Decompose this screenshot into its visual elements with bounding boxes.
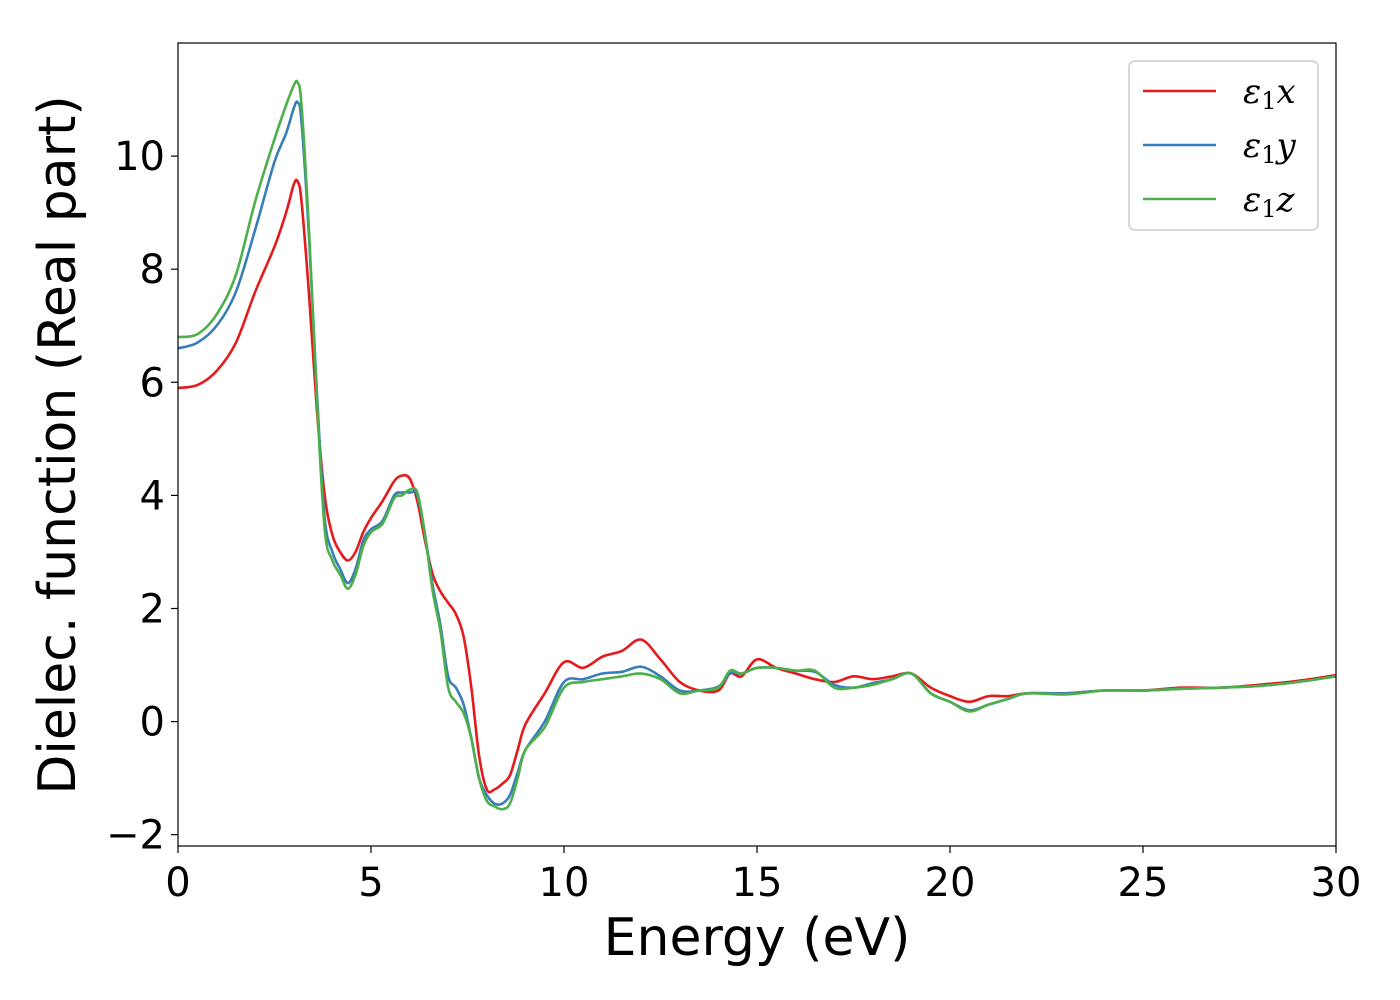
series-layer (177, 79, 1337, 811)
y-tick-label: 2 (140, 586, 165, 632)
y-tick-label: 4 (140, 473, 165, 519)
x-axis-title: Energy (eV) (604, 908, 911, 968)
y-tick-label: 6 (140, 360, 165, 406)
x-tick-label: 15 (732, 860, 783, 906)
legend-label-x: ε1x (1243, 72, 1296, 115)
y-tick-label: −2 (106, 813, 165, 859)
x-tick-label: 10 (539, 860, 590, 906)
x-tick-label: 30 (1311, 860, 1362, 906)
y-tick-label: 10 (114, 134, 165, 180)
legend-frame (1128, 60, 1319, 231)
y-tick-label: 0 (140, 700, 165, 746)
x-tick-label: 5 (358, 860, 383, 906)
legend-label-z: ε1z (1243, 180, 1296, 223)
y-axis-title: Dielec. function (Real part) (28, 95, 88, 794)
x-axis: 0 5 10 15 20 25 30 (165, 846, 1361, 906)
y-axis: −2 0 2 4 6 8 10 (106, 134, 178, 859)
legend-label-y: ε1y (1243, 126, 1297, 169)
series-line-z (177, 79, 1337, 811)
x-tick-label: 25 (1118, 860, 1169, 906)
x-tick-label: 0 (165, 860, 190, 906)
y-tick-label: 8 (140, 247, 165, 293)
x-tick-label: 20 (925, 860, 976, 906)
legend: ε1x ε1y ε1z (1128, 60, 1319, 231)
